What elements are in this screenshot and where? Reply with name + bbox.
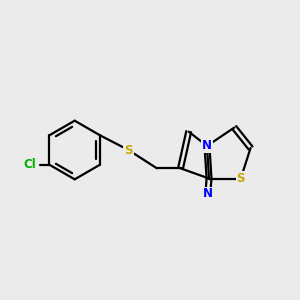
Text: Cl: Cl <box>24 158 37 171</box>
Text: S: S <box>124 143 133 157</box>
Text: N: N <box>202 140 212 152</box>
Text: S: S <box>236 172 245 185</box>
Text: N: N <box>203 188 213 200</box>
